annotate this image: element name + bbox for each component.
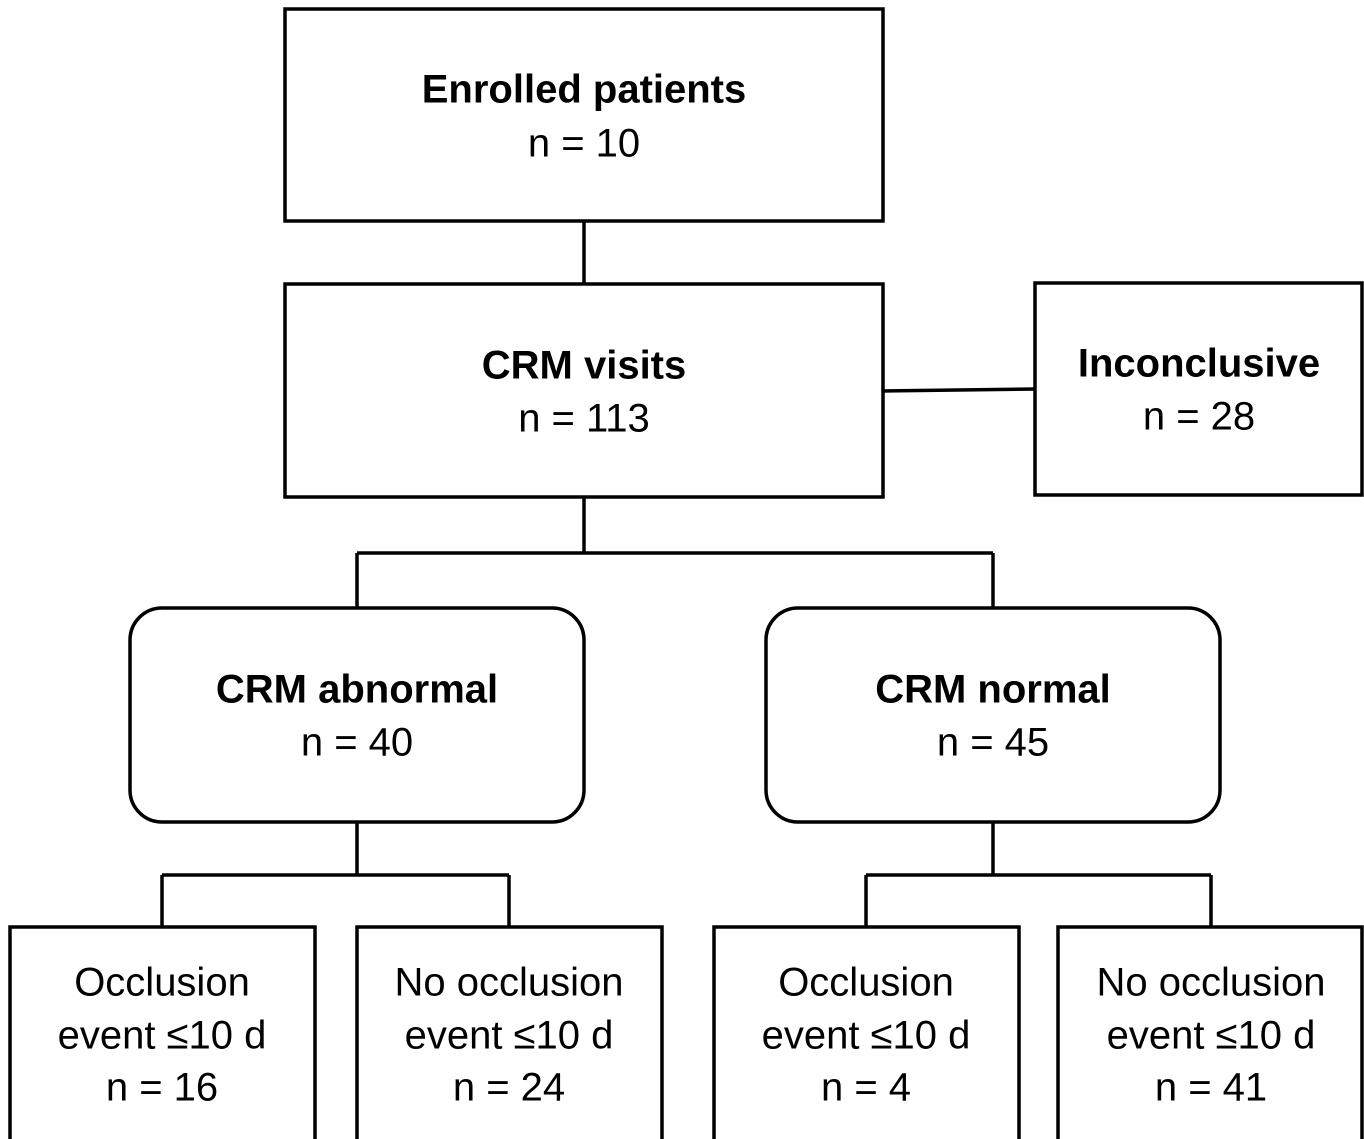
node-count: n = 10: [528, 122, 640, 166]
box: [355, 925, 664, 1139]
node-title: No occlusion: [394, 961, 623, 1005]
node-count: n = 4: [821, 1066, 911, 1110]
node-count: n = 45: [937, 721, 1049, 765]
node-count: n = 113: [518, 397, 650, 441]
node-title: Inconclusive: [1078, 342, 1320, 386]
box: [283, 282, 885, 499]
rounded-box: [128, 606, 586, 824]
node-title: Enrolled patients: [422, 68, 747, 112]
node-title: CRM visits: [482, 344, 687, 388]
box: [1056, 925, 1364, 1139]
node-title: event ≤10 d: [405, 1014, 614, 1058]
node-title: Occlusion: [778, 961, 954, 1005]
box: [1033, 281, 1364, 497]
node-count: n = 41: [1155, 1066, 1267, 1110]
node-count: n = 40: [301, 721, 413, 765]
rounded-box: [764, 606, 1222, 824]
node-title: event ≤10 d: [762, 1014, 971, 1058]
connector: [882, 387, 1036, 393]
node-title: event ≤10 d: [1107, 1014, 1316, 1058]
node-title: No occlusion: [1096, 961, 1325, 1005]
box: [8, 925, 317, 1139]
node-count: n = 16: [106, 1066, 218, 1110]
box: [283, 7, 885, 223]
node-title: CRM abnormal: [216, 668, 498, 712]
node-title: CRM normal: [875, 668, 1111, 712]
box: [712, 925, 1021, 1139]
node-title: Occlusion: [74, 961, 250, 1005]
node-count: n = 24: [453, 1066, 565, 1110]
node-title: event ≤10 d: [58, 1014, 267, 1058]
node-count: n = 28: [1143, 395, 1255, 439]
